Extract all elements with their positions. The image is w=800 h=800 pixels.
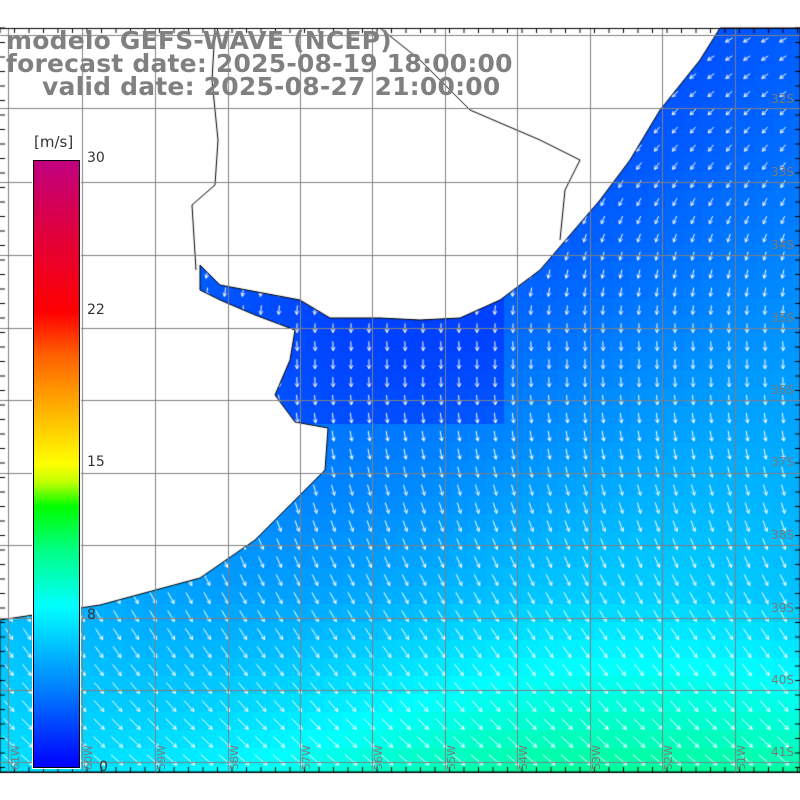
- lat-label: 39S: [771, 601, 794, 615]
- colorbar-label-8: 8: [87, 607, 96, 623]
- valid-date: valid date: 2025-08-27 21:00:00: [42, 72, 501, 101]
- colorbar-unit: [m/s]: [34, 133, 74, 151]
- lat-label: 40S: [771, 673, 794, 687]
- model-title: modelo GEFS-WAVE (NCEP): [6, 26, 392, 55]
- lat-label: 35S: [771, 311, 794, 325]
- lon-label: 59W: [155, 745, 168, 770]
- colorbar-label-22: 22: [87, 302, 105, 318]
- lat-label: 37S: [771, 455, 794, 469]
- lon-label: 54W: [517, 745, 530, 770]
- colorbar-label-0: 0: [99, 759, 108, 775]
- lat-label: 41S: [771, 745, 794, 759]
- lon-label: 53W: [590, 745, 603, 770]
- lat-label: 36S: [771, 383, 794, 397]
- lat-label: 38S: [771, 528, 794, 542]
- forecast-date: forecast date: 2025-08-19 18:00:00: [6, 49, 513, 78]
- lon-label: 57W: [300, 745, 313, 770]
- lon-label: 61W: [9, 745, 22, 770]
- colorbar: [32, 159, 81, 769]
- lon-label: 56W: [372, 745, 385, 770]
- lat-label: 32S: [771, 92, 794, 106]
- lon-label: 55W: [445, 745, 458, 770]
- colorbar-label-15: 15: [87, 454, 105, 470]
- lon-label: 52W: [662, 745, 675, 770]
- lon-label: 60W: [82, 745, 95, 770]
- lon-label: 58W: [228, 745, 241, 770]
- lat-label: 34S: [771, 238, 794, 252]
- colorbar-label-30: 30: [87, 150, 105, 166]
- lat-label: 33S: [771, 165, 794, 179]
- lon-label: 51W: [735, 745, 748, 770]
